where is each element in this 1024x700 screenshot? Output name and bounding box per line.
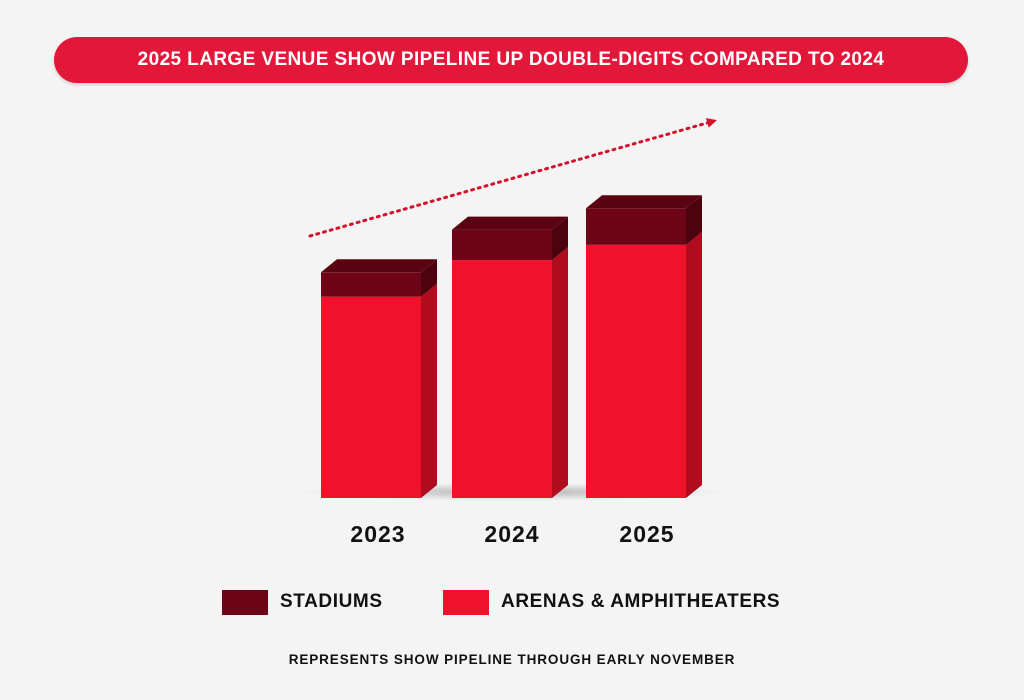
trend-arrow [308,118,717,238]
bar-side-arenas-2023 [421,283,437,498]
legend-swatch-arenas [443,589,489,615]
bar-arenas-2025 [586,244,686,498]
bar-top-2025 [586,195,702,209]
bar-top-2024 [452,216,568,230]
x-tick-label-2025: 2025 [619,521,674,547]
bar-side-stadiums-2025 [686,195,702,245]
bar-arenas-2023 [321,296,421,498]
footnote: REPRESENTS SHOW PIPELINE THROUGH EARLY N… [288,652,736,667]
bar-stadiums-2024 [452,229,552,261]
bar-stadiums-2025 [586,208,686,245]
x-tick-label-2024: 2024 [484,521,539,547]
bar-stadiums-2023 [321,272,421,297]
bar-arenas-2024 [452,260,552,498]
x-tick-label-2023: 2023 [350,521,405,547]
legend-label-arenas: ARENAS & AMPHITHEATERS [501,591,781,612]
bar-side-arenas-2025 [686,231,702,498]
bar-side-stadiums-2023 [421,259,437,297]
chart-title: 2025 LARGE VENUE SHOW PIPELINE UP DOUBLE… [137,49,885,70]
bar-top-2023 [321,259,437,273]
legend-label-stadiums: STADIUMS [280,591,383,612]
legend: STADIUMS ARENAS & AMPHITHEATERS [0,588,1024,616]
legend-swatch-stadiums [222,589,268,615]
bar-side-stadiums-2024 [552,216,568,261]
legend-item-arenas: ARENAS & AMPHITHEATERS [443,588,780,616]
legend-item-stadiums: STADIUMS [222,588,383,616]
bar-side-arenas-2024 [552,247,568,498]
title-banner: 2025 LARGE VENUE SHOW PIPELINE UP DOUBLE… [54,37,968,83]
